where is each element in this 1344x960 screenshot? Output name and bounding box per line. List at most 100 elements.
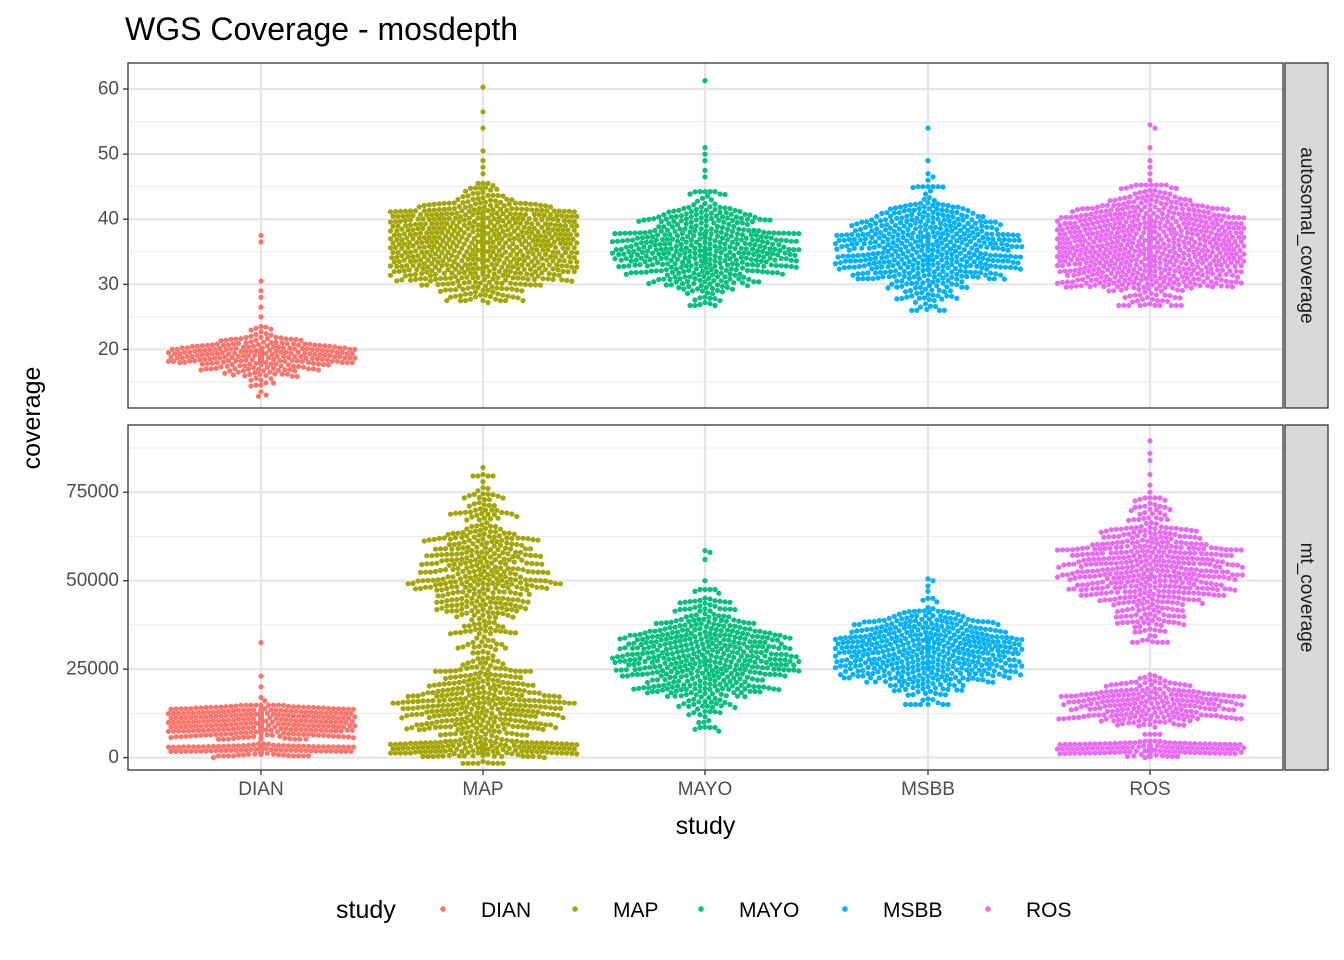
- data-point: [258, 294, 264, 300]
- data-point: [947, 288, 954, 294]
- data-point: [1171, 240, 1177, 246]
- data-point: [627, 230, 633, 236]
- data-point: [459, 234, 465, 240]
- data-point: [671, 218, 677, 224]
- data-point: [319, 356, 325, 362]
- data-point: [305, 359, 312, 366]
- data-point: [642, 230, 648, 236]
- data-point: [1104, 227, 1111, 233]
- data-point: [232, 366, 238, 372]
- data-point: [285, 721, 292, 728]
- data-point: [672, 261, 678, 267]
- data-point: [881, 245, 887, 251]
- data-point: [490, 183, 496, 189]
- data-point: [547, 242, 554, 248]
- data-point: [539, 270, 545, 276]
- data-point: [309, 355, 315, 362]
- data-point: [628, 253, 634, 259]
- data-point: [707, 295, 713, 301]
- data-point: [452, 266, 459, 272]
- data-point: [1076, 271, 1082, 277]
- data-point: [1157, 302, 1163, 309]
- data-point: [1149, 296, 1156, 302]
- data-point: [258, 304, 264, 310]
- data-point: [925, 254, 931, 261]
- data-point: [959, 279, 965, 285]
- data-point: [1137, 302, 1143, 309]
- data-point: [462, 262, 469, 268]
- data-point: [421, 254, 427, 260]
- data-point: [934, 283, 940, 289]
- data-point: [965, 227, 971, 234]
- data-point: [208, 366, 214, 372]
- data-point: [1083, 245, 1089, 252]
- data-point: [537, 282, 544, 288]
- data-point: [328, 719, 334, 725]
- data-point: [258, 278, 264, 284]
- data-point: [919, 247, 925, 253]
- data-point: [1054, 280, 1061, 286]
- data-point: [1147, 262, 1153, 268]
- data-point: [349, 351, 355, 357]
- data-point: [258, 702, 264, 708]
- data-point: [633, 241, 639, 247]
- data-point: [475, 196, 481, 202]
- data-point: [452, 293, 459, 299]
- data-point: [312, 342, 318, 348]
- data-point: [1127, 209, 1133, 215]
- data-point: [1216, 236, 1222, 242]
- data-point: [1067, 220, 1073, 226]
- data-point: [702, 189, 708, 195]
- data-point: [397, 208, 404, 214]
- data-point: [1126, 237, 1132, 243]
- data-point: [922, 222, 929, 228]
- data-point: [1213, 275, 1219, 281]
- data-point: [636, 218, 642, 224]
- data-point: [1162, 274, 1168, 280]
- data-point: [673, 266, 679, 272]
- data-point: [962, 236, 969, 242]
- data-point: [880, 239, 886, 245]
- data-point: [756, 228, 762, 234]
- data-point: [319, 347, 325, 353]
- data-point: [1057, 269, 1063, 275]
- data-point: [691, 202, 697, 208]
- data-point: [897, 265, 904, 271]
- data-point: [1231, 246, 1237, 253]
- data-point: [554, 262, 560, 268]
- data-point: [1219, 206, 1226, 212]
- data-point: [546, 262, 552, 268]
- data-point: [562, 223, 569, 229]
- data-point: [668, 282, 674, 288]
- data-point: [1079, 242, 1086, 248]
- data-point: [444, 262, 450, 268]
- data-point: [722, 205, 728, 211]
- data-point: [926, 206, 932, 212]
- data-point: [421, 261, 427, 267]
- data-point: [905, 264, 911, 270]
- data-point: [509, 205, 515, 212]
- data-point: [1108, 207, 1114, 213]
- data-point: [1112, 234, 1118, 240]
- data-point: [925, 217, 931, 224]
- data-point: [875, 275, 881, 281]
- data-point: [1186, 220, 1192, 227]
- data-point: [446, 200, 452, 206]
- data-point: [707, 204, 713, 210]
- data-point: [1181, 279, 1187, 285]
- data-point: [1223, 220, 1229, 226]
- data-point: [997, 272, 1004, 278]
- data-point: [1094, 271, 1101, 277]
- data-point: [971, 251, 977, 258]
- data-point: [1194, 271, 1201, 277]
- data-point: [724, 262, 731, 268]
- data-point: [442, 287, 449, 293]
- data-point: [539, 255, 545, 262]
- data-point: [547, 254, 554, 260]
- data-point: [485, 257, 491, 263]
- data-point: [284, 341, 290, 347]
- data-point: [269, 732, 275, 738]
- data-point: [1157, 275, 1163, 281]
- data-point: [686, 204, 692, 210]
- data-point: [277, 357, 283, 364]
